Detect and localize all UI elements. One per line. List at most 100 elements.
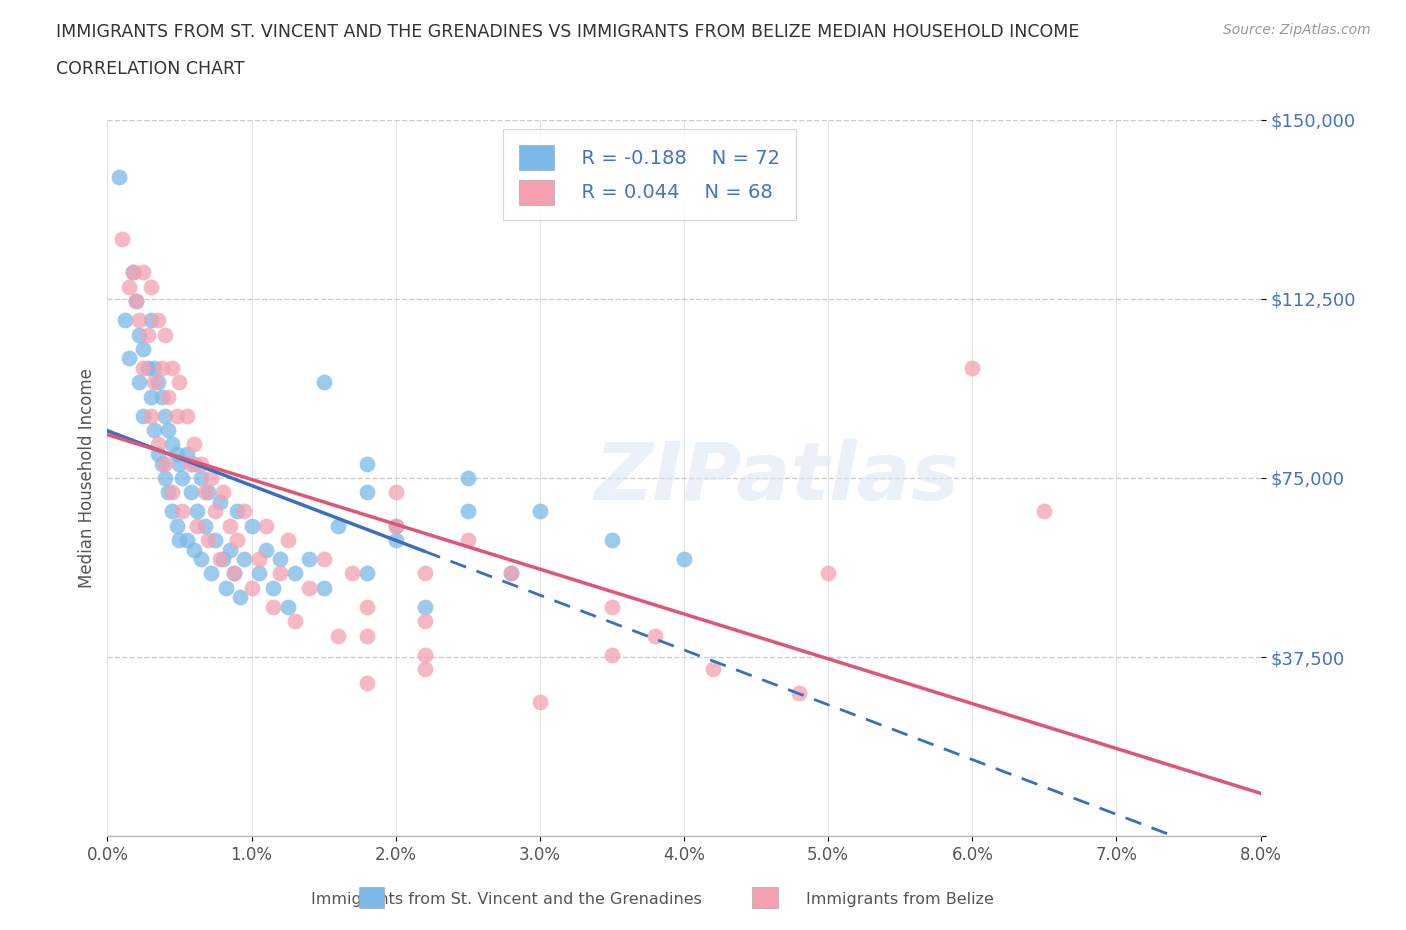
Point [298,551,321,566]
Point [277,600,299,615]
Legend:   R = -0.188    N = 72,   R = 0.044    N = 68: R = -0.188 N = 72, R = 0.044 N = 68 [503,129,796,220]
Point [356,566,378,581]
Point [277,533,299,548]
Point [169,456,191,471]
Point [156,485,179,499]
Point [384,485,406,499]
Point [254,518,277,533]
Point [247,566,270,581]
Point [356,485,378,499]
Point [142,422,165,437]
Point [384,533,406,548]
Point [136,361,159,376]
Point [229,590,252,604]
Point [499,566,522,581]
Point [413,600,436,615]
Point [194,485,217,499]
Point [150,361,173,376]
Point [962,361,984,376]
Point [789,685,811,700]
Point [200,471,222,485]
Point [254,542,277,557]
Point [204,533,226,548]
Text: Immigrants from St. Vincent and the Grenadines: Immigrants from St. Vincent and the Gren… [311,892,702,907]
Point [183,542,205,557]
Point [208,495,231,510]
Point [169,533,191,548]
Point [233,551,256,566]
Point [150,390,173,405]
Point [118,279,141,294]
Point [284,614,307,629]
Point [125,294,148,309]
Point [413,566,436,581]
Point [262,580,284,595]
Point [208,551,231,566]
Point [190,456,212,471]
Point [118,351,141,365]
Point [172,504,194,519]
Point [200,566,222,581]
Point [114,312,136,327]
Point [269,566,291,581]
Point [194,518,217,533]
Point [111,232,134,246]
Point [211,551,233,566]
Point [529,695,551,710]
Point [326,628,349,643]
Point [644,628,666,643]
Point [183,456,205,471]
Point [342,566,364,581]
Point [600,647,623,662]
Point [817,566,839,581]
Text: Immigrants from Belize: Immigrants from Belize [806,892,994,907]
Point [166,408,188,423]
Point [233,504,256,519]
Point [180,485,202,499]
Point [240,580,263,595]
Point [142,375,165,390]
Point [413,647,436,662]
Point [224,566,246,581]
Point [162,504,184,519]
Point [139,279,162,294]
Point [219,518,242,533]
Point [128,327,150,342]
Point [186,504,208,519]
Point [162,437,184,452]
Point [132,408,155,423]
Point [136,327,159,342]
Point [166,446,188,461]
Point [284,566,307,581]
Point [139,390,162,405]
Point [457,471,479,485]
Point [356,676,378,691]
Text: CORRELATION CHART: CORRELATION CHART [56,60,245,78]
Point [128,312,150,327]
Point [132,341,155,356]
Point [204,504,226,519]
Point [224,566,246,581]
Point [211,485,233,499]
Point [499,566,522,581]
Point [413,614,436,629]
Point [384,518,406,533]
Point [139,312,162,327]
Point [166,518,188,533]
Point [326,518,349,533]
Point [600,533,623,548]
Point [1033,504,1056,519]
Point [176,446,198,461]
Point [702,661,724,676]
Point [312,375,335,390]
Point [153,471,176,485]
Point [156,422,179,437]
Point [150,456,173,471]
Point [190,551,212,566]
Point [153,456,176,471]
Point [153,327,176,342]
Point [162,485,184,499]
Point [219,542,242,557]
Point [139,408,162,423]
Text: ZIPatlas: ZIPatlas [593,439,959,517]
